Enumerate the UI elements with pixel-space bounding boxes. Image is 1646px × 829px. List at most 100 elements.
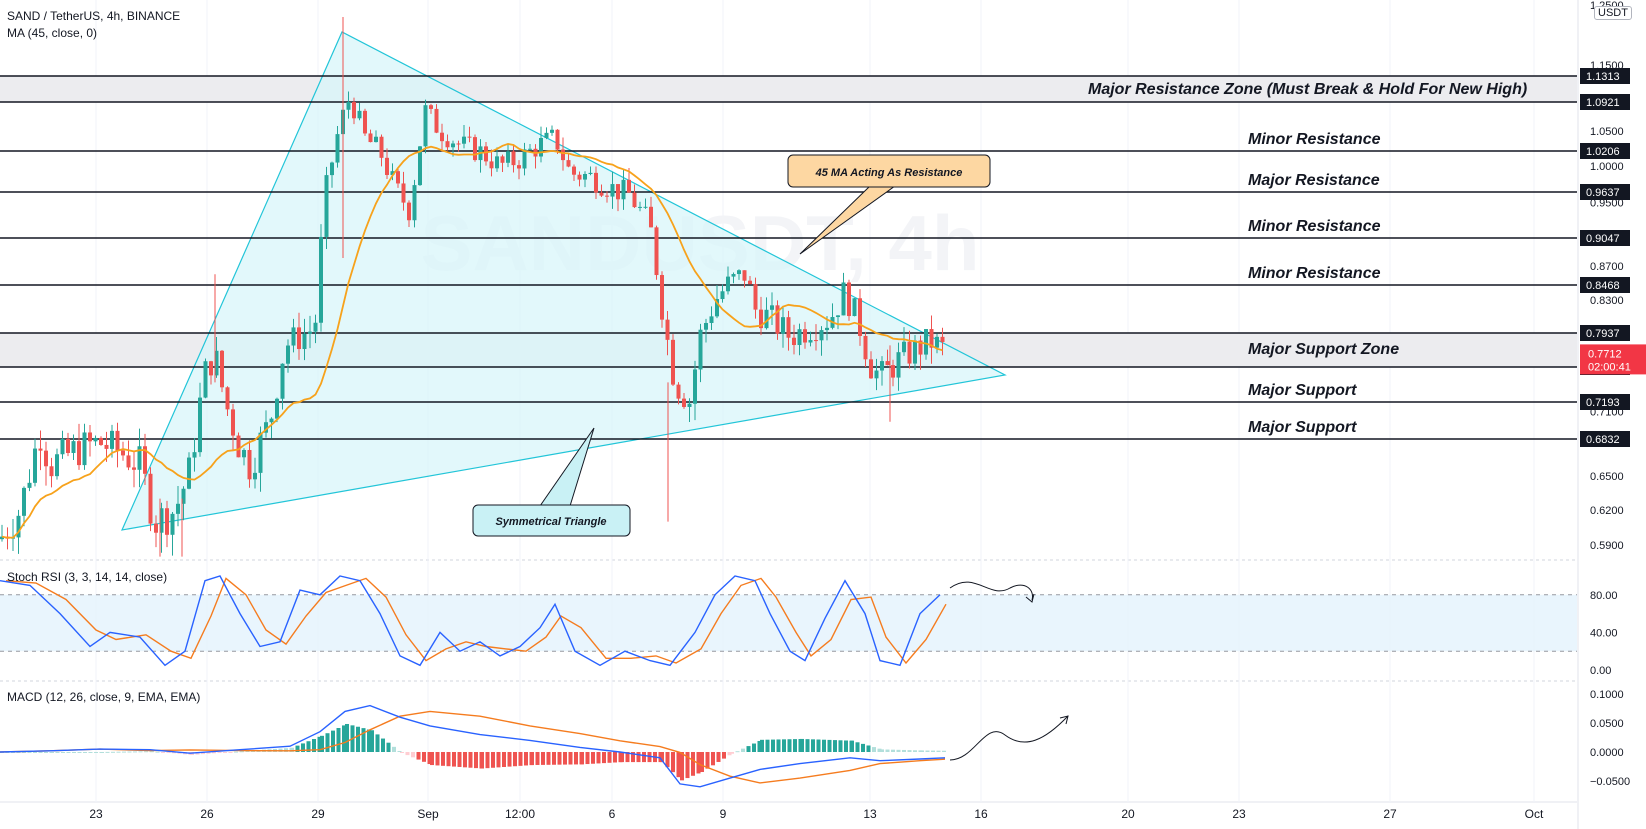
- macd-bar: [557, 752, 562, 765]
- price-level-tag: [1580, 230, 1630, 246]
- macd-bar: [22, 752, 26, 753]
- price-tick: 0.6200: [1590, 505, 1624, 517]
- time-label: 9: [720, 807, 727, 821]
- candle-body: [88, 432, 92, 442]
- candle-body: [363, 110, 367, 134]
- macd-bar: [925, 750, 930, 752]
- candle-body: [423, 105, 428, 147]
- macd-bar: [844, 740, 848, 752]
- time-label: 27: [1383, 807, 1397, 821]
- candle-body: [115, 430, 120, 451]
- macd-bar: [585, 752, 590, 765]
- macd-bar: [491, 752, 495, 768]
- candle-body: [511, 151, 516, 166]
- macd-bar: [816, 739, 821, 752]
- stoch-tick: 80.00: [1590, 590, 1618, 602]
- macd-bar: [228, 752, 233, 753]
- macd-bar: [636, 752, 641, 763]
- macd-arrowhead: [1059, 715, 1069, 725]
- candle-body: [66, 438, 70, 453]
- macd-bar: [485, 752, 490, 769]
- macd-bar: [150, 751, 154, 753]
- macd-bar: [166, 752, 171, 753]
- candle-body: [940, 336, 945, 342]
- triangle-callout-text: Symmetrical Triangle: [495, 516, 606, 528]
- level-label: Minor Resistance: [1248, 218, 1381, 235]
- candle-body: [775, 305, 780, 334]
- macd-bar: [907, 750, 912, 752]
- candle-body: [297, 327, 301, 350]
- macd-bar: [206, 752, 211, 754]
- candle-body: [918, 340, 923, 355]
- macd-bar: [676, 752, 681, 778]
- candle-body: [588, 172, 593, 175]
- candle-body: [418, 146, 422, 186]
- macd-histogram: [0, 723, 946, 781]
- time-label: Sep: [417, 807, 439, 821]
- stoch-rsi-legend[interactable]: Stoch RSI (3, 3, 14, 14, close): [7, 570, 168, 584]
- macd-bar: [77, 752, 82, 753]
- macd-bar: [680, 752, 684, 781]
- macd-bar: [111, 751, 115, 753]
- candle-body: [236, 435, 241, 458]
- price-level-tag-text: 1.0206: [1586, 146, 1620, 158]
- macd-line: [0, 704, 946, 788]
- candle-body: [253, 472, 257, 480]
- macd-bar: [568, 752, 573, 765]
- candle-body: [49, 466, 54, 477]
- time-label: 23: [1232, 807, 1246, 821]
- candle-body: [170, 513, 175, 535]
- macd-bar: [496, 752, 501, 768]
- candle-body: [731, 274, 736, 277]
- macd-bar: [411, 752, 415, 758]
- time-label: 13: [863, 807, 877, 821]
- candle-body: [742, 270, 747, 281]
- candle-body: [863, 335, 868, 360]
- candle-body: [126, 455, 131, 468]
- stoch-tick: 40.00: [1590, 627, 1618, 639]
- macd-bar: [245, 750, 250, 752]
- candle-body: [484, 146, 488, 162]
- price-level-tag-text: 1.1313: [1586, 71, 1620, 83]
- level-label: Minor Resistance: [1248, 131, 1381, 148]
- macd-bar: [452, 752, 456, 767]
- candle-body: [280, 363, 285, 399]
- macd-bar: [336, 728, 341, 752]
- candles-group: [0, 16, 945, 557]
- candle-body: [286, 345, 290, 364]
- level-label: Major Resistance: [1248, 172, 1380, 189]
- macd-bar: [100, 752, 104, 753]
- macd-bar: [866, 745, 871, 752]
- macd-bar: [705, 752, 710, 769]
- macd-bar: [760, 739, 764, 752]
- candle-body: [176, 503, 180, 514]
- candle-body: [357, 110, 362, 119]
- macd-legend[interactable]: MACD (12, 26, close, 9, EMA, EMA): [7, 690, 201, 704]
- price-tick: 0.8700: [1590, 261, 1624, 273]
- macd-bar: [936, 750, 941, 752]
- macd-bar: [507, 752, 512, 767]
- macd-bar: [580, 752, 584, 765]
- price-level-tag: [1580, 94, 1630, 110]
- candle-body: [896, 352, 901, 378]
- candle-body: [82, 432, 87, 466]
- candle-body: [715, 299, 719, 317]
- macd-projection-arrow: [949, 715, 1069, 761]
- macd-bar: [127, 751, 132, 753]
- symbol-legend[interactable]: SAND / TetherUS, 4h, BINANCE: [7, 9, 181, 23]
- candle-body: [401, 183, 406, 203]
- candle-body: [594, 172, 598, 193]
- time-label: 16: [974, 807, 988, 821]
- macd-bar: [502, 752, 506, 767]
- time-label: 26: [200, 807, 214, 821]
- ma-legend[interactable]: MA (45, close, 0): [7, 26, 98, 40]
- macd-bar: [787, 739, 792, 752]
- level-label: Major Support: [1248, 419, 1357, 436]
- candle-body: [467, 136, 472, 138]
- candle-body: [22, 487, 26, 516]
- macd-bar: [55, 752, 60, 753]
- macd-bar: [446, 752, 451, 767]
- currency-badge[interactable]: USDT: [1594, 6, 1632, 20]
